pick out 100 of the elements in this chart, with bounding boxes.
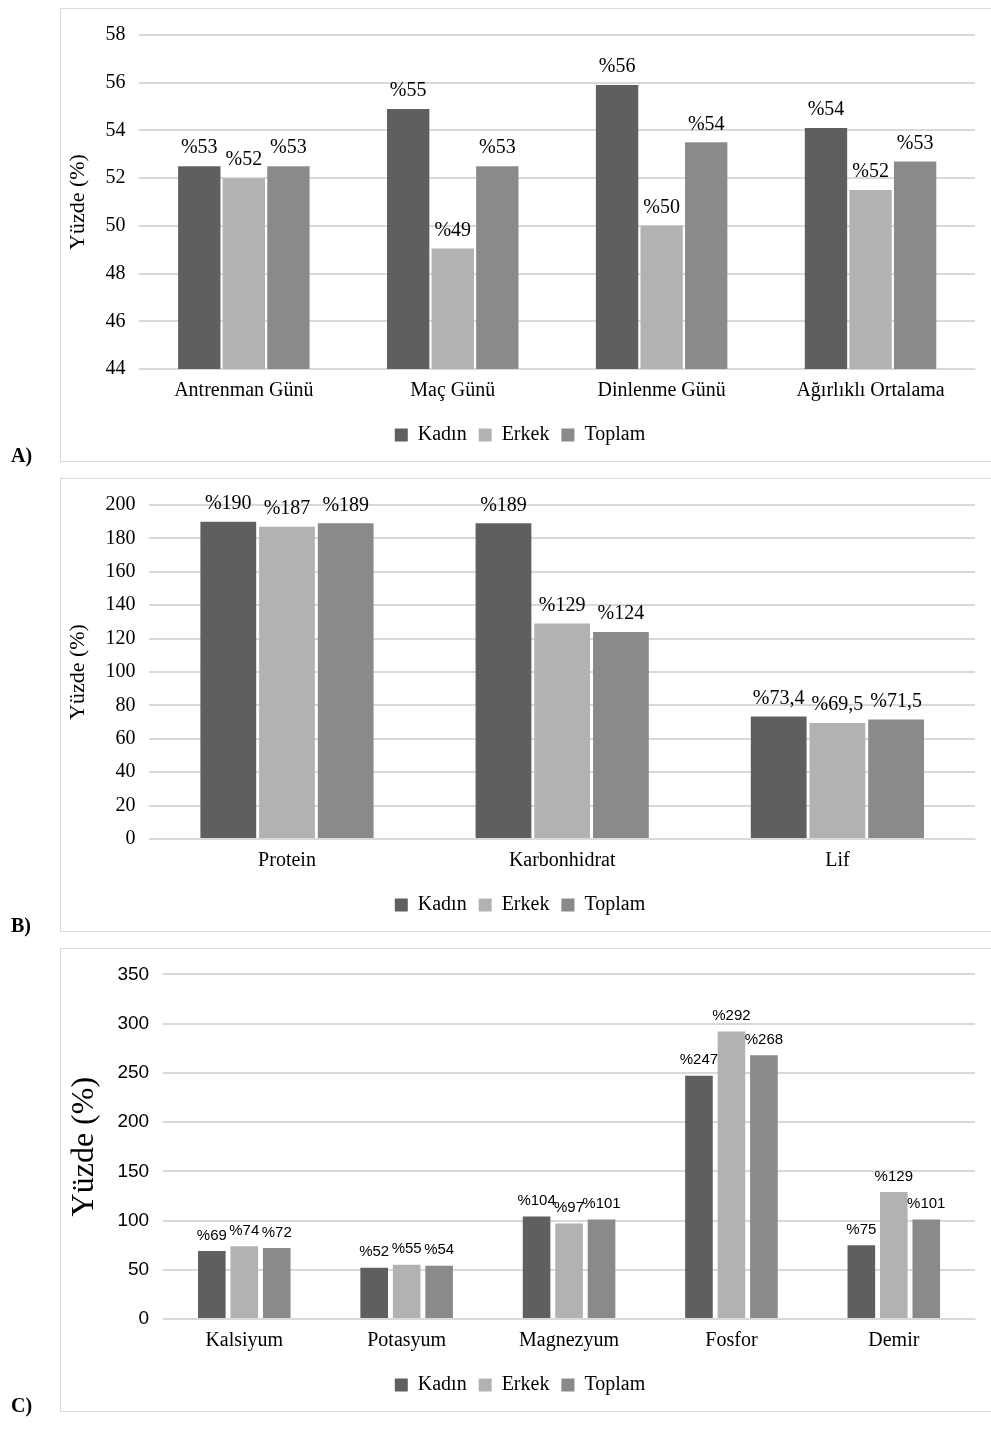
data-label: %72: [261, 1222, 292, 1240]
data-label: %55: [389, 78, 427, 101]
y-tick-label: 100: [117, 1208, 150, 1230]
y-axis-title: Yüzde (%): [63, 624, 89, 720]
y-tick-label: 46: [105, 308, 126, 331]
bar: [475, 523, 532, 838]
y-tick-label: 60: [115, 726, 136, 749]
y-tick-label: 54: [105, 117, 126, 140]
data-label: %69,5: [811, 692, 864, 715]
data-label: %75: [846, 1219, 877, 1237]
data-label: %54: [687, 111, 725, 134]
y-tick-label: 180: [105, 525, 136, 548]
data-label: %55: [391, 1239, 422, 1257]
legend-label: Erkek: [501, 1372, 550, 1395]
data-label: %71,5: [870, 688, 922, 711]
text: A): [11, 444, 33, 467]
x-tick-label: Karbonhidrat: [508, 848, 616, 871]
bar: [259, 526, 315, 838]
x-tick-label: Maç Günü: [410, 378, 496, 402]
y-tick-label: 150: [117, 1159, 150, 1181]
x-tick-label: Potasyum: [367, 1328, 447, 1352]
y-tick-label: 160: [105, 559, 136, 582]
data-label: %190: [204, 490, 252, 513]
data-label: %129: [538, 592, 586, 615]
legend-label: Toplam: [584, 1372, 646, 1396]
y-tick-label: 120: [105, 625, 136, 648]
bar: [392, 1264, 421, 1318]
bar: [847, 1245, 876, 1318]
x-tick-label: Demir: [868, 1328, 920, 1351]
data-label: %56: [598, 54, 636, 77]
data-label: %52: [359, 1242, 390, 1260]
legend-label: Toplam: [584, 892, 646, 916]
y-tick-label: 250: [117, 1061, 150, 1083]
y-tick-label: 100: [105, 659, 136, 682]
data-label: %54: [807, 97, 845, 120]
x-tick-label: Dinlenme Günü: [597, 378, 726, 401]
data-label: %187: [263, 495, 311, 518]
x-tick-label: Antrenman Günü: [174, 378, 314, 401]
y-tick-label: 56: [105, 69, 126, 92]
x-tick-label: Lif: [825, 848, 850, 871]
data-label: %292: [712, 1006, 751, 1024]
y-tick-label: 50: [105, 213, 126, 236]
bar: [534, 623, 591, 838]
bar: [587, 1219, 616, 1318]
data-label: %53: [896, 130, 934, 153]
y-tick-label: 48: [105, 260, 126, 283]
y-tick-label: 200: [117, 1110, 150, 1132]
y-tick-label: 50: [127, 1258, 150, 1280]
data-label: %54: [424, 1240, 455, 1258]
bar: [717, 1031, 746, 1318]
bar: [317, 523, 374, 838]
bar: [868, 719, 924, 838]
bar: [750, 1055, 778, 1318]
x-tick-label: Protein: [258, 848, 316, 871]
bar: [555, 1223, 583, 1318]
legend-label: Erkek: [501, 892, 550, 915]
data-label: %52: [225, 147, 263, 170]
y-tick-label: 80: [115, 692, 136, 715]
data-label: %50: [643, 195, 680, 218]
bar: [200, 521, 257, 838]
data-label: %101: [582, 1194, 621, 1212]
y-tick-label: 44: [105, 356, 126, 379]
legend-label: Kadın: [417, 1372, 467, 1395]
y-tick-label: 200: [105, 492, 136, 515]
bar: [198, 1251, 226, 1318]
legend-label: Kadın: [417, 422, 467, 445]
data-label: %129: [874, 1166, 913, 1184]
bar: [425, 1265, 453, 1318]
bar: [685, 1075, 713, 1318]
text: B): [11, 914, 31, 937]
legend-label: Erkek: [501, 422, 550, 445]
y-tick-label: 0: [138, 1307, 150, 1329]
bar: [880, 1191, 908, 1318]
data-label: %74: [229, 1220, 260, 1238]
legend-label: Toplam: [584, 422, 646, 446]
y-tick-label: 300: [117, 1011, 150, 1033]
data-label: %73,4: [752, 685, 805, 708]
data-label: %53: [478, 135, 516, 158]
bar: [593, 631, 649, 838]
data-label: %53: [180, 135, 218, 158]
y-tick-label: 52: [105, 165, 126, 188]
bar: [360, 1267, 388, 1318]
y-tick-label: 58: [105, 22, 126, 45]
y-axis-title: Yüzde (%): [63, 154, 89, 250]
data-label: %124: [597, 601, 645, 624]
y-axis-title: Yüzde (%): [63, 1076, 100, 1217]
data-label: %101: [907, 1194, 946, 1212]
x-tick-label: Magnezyum: [519, 1328, 620, 1352]
y-tick-label: 40: [115, 759, 136, 782]
x-tick-label: Ağırlıklı Ortalama: [796, 378, 945, 402]
data-label: %69: [196, 1225, 227, 1243]
bar: [262, 1248, 291, 1318]
y-tick-label: 350: [117, 962, 150, 984]
bar: [750, 716, 807, 838]
data-label: %268: [744, 1029, 784, 1047]
bar: [522, 1216, 551, 1318]
data-label: %52: [852, 159, 889, 182]
text: C): [11, 1394, 33, 1417]
bar: [230, 1246, 259, 1318]
data-label: %189: [480, 492, 527, 515]
